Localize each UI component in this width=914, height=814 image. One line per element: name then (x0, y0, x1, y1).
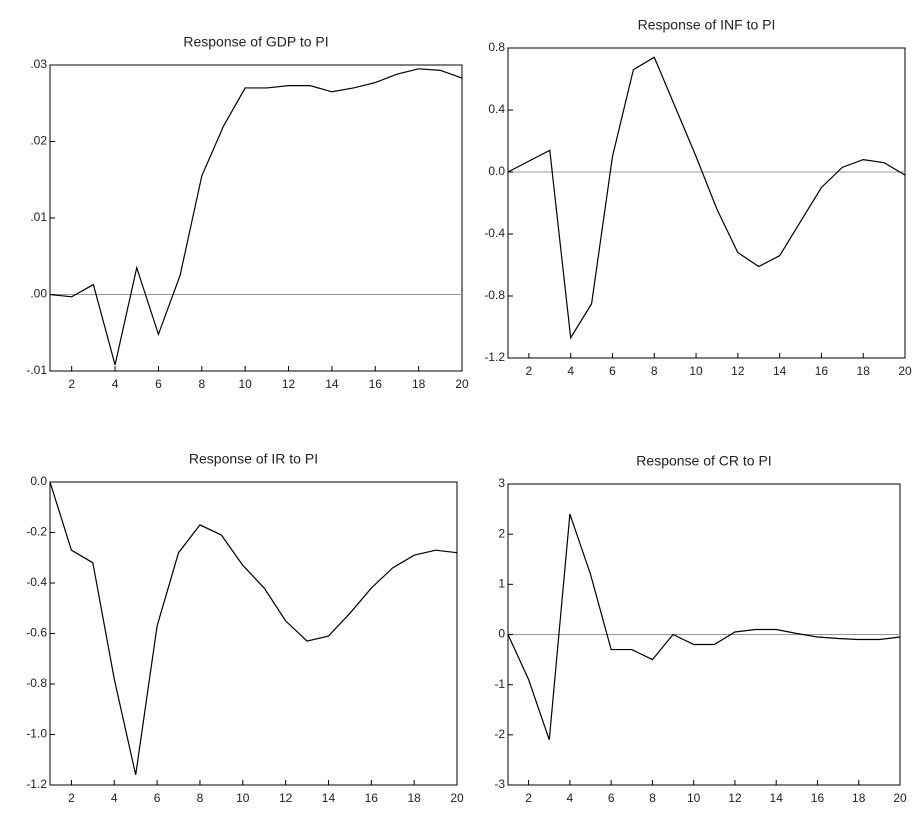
y-tick-label: -0.2 (26, 525, 47, 539)
x-tick-label: 14 (773, 364, 787, 378)
x-tick-label: 10 (689, 364, 703, 378)
x-tick-label: 4 (567, 364, 574, 378)
x-tick-label: 10 (238, 377, 252, 391)
x-tick-label: 12 (731, 364, 745, 378)
y-tick-label: .03 (30, 57, 47, 71)
x-tick-label: 4 (112, 377, 119, 391)
y-tick-label: 3 (498, 476, 505, 490)
x-tick-label: 20 (455, 377, 469, 391)
x-tick-label: 16 (815, 364, 829, 378)
plot-frame (49, 481, 458, 786)
chart-title: Response of GDP to PI (183, 34, 328, 50)
y-tick-label: -2 (494, 727, 505, 741)
x-tick-label: 14 (325, 377, 339, 391)
x-tick-label: 16 (811, 791, 825, 805)
x-tick-label: 6 (154, 791, 161, 805)
x-tick-label: 12 (282, 377, 296, 391)
x-tick-label: 16 (365, 791, 379, 805)
x-tick-label: 2 (68, 791, 75, 805)
x-tick-label: 14 (770, 791, 784, 805)
y-tick-label: 0.8 (488, 40, 505, 54)
y-tick-label: -3 (494, 777, 505, 791)
y-tick-label: 0 (498, 627, 505, 641)
plot-frame (49, 64, 463, 372)
x-tick-label: 16 (369, 377, 383, 391)
y-tick-label: .00 (30, 287, 47, 301)
x-tick-label: 14 (322, 791, 336, 805)
response-line (507, 56, 906, 340)
x-tick-label: 10 (236, 791, 250, 805)
x-tick-label: 8 (198, 377, 205, 391)
y-tick-label: 0.0 (488, 164, 505, 178)
chart-title: Response of INF to PI (638, 17, 776, 33)
y-tick-label: -.01 (26, 363, 47, 377)
x-tick-label: 20 (450, 791, 464, 805)
y-tick-label: -0.8 (484, 288, 505, 302)
x-tick-label: 18 (407, 791, 421, 805)
response-line (507, 513, 901, 741)
y-tick-label: -0.4 (484, 226, 505, 240)
y-tick-label: -0.6 (26, 626, 47, 640)
x-tick-label: 12 (728, 791, 742, 805)
y-tick-label: 1 (498, 577, 505, 591)
y-tick-label: -0.4 (26, 575, 47, 589)
plot-frame (507, 47, 906, 359)
x-tick-label: 6 (155, 377, 162, 391)
x-tick-label: 18 (857, 364, 871, 378)
x-tick-label: 4 (111, 791, 118, 805)
x-tick-label: 8 (649, 791, 656, 805)
y-tick-label: -1.0 (26, 727, 47, 741)
chart-title: Response of CR to PI (636, 453, 771, 469)
x-tick-label: 2 (68, 377, 75, 391)
y-tick-label: 0.4 (488, 102, 505, 116)
x-tick-label: 4 (567, 791, 574, 805)
y-tick-label: -0.8 (26, 676, 47, 690)
y-tick-label: -1 (494, 677, 505, 691)
y-tick-label: -1.2 (484, 350, 505, 364)
x-tick-label: 18 (852, 791, 866, 805)
x-tick-label: 18 (412, 377, 426, 391)
y-tick-label: .02 (30, 134, 47, 148)
x-tick-label: 10 (687, 791, 701, 805)
response-line (49, 481, 458, 776)
x-tick-label: 20 (898, 364, 912, 378)
x-tick-label: 8 (651, 364, 658, 378)
y-tick-label: .01 (30, 210, 47, 224)
y-tick-label: 2 (498, 526, 505, 540)
y-tick-label: -1.2 (26, 777, 47, 791)
x-tick-label: 8 (197, 791, 204, 805)
y-tick-label: 0.0 (30, 474, 47, 488)
x-tick-label: 6 (609, 364, 616, 378)
chart-title: Response of IR to PI (189, 451, 318, 467)
x-tick-label: 6 (608, 791, 615, 805)
x-tick-label: 2 (526, 364, 533, 378)
x-tick-label: 20 (893, 791, 907, 805)
response-line (49, 68, 463, 366)
x-tick-label: 12 (279, 791, 293, 805)
x-tick-label: 2 (525, 791, 532, 805)
